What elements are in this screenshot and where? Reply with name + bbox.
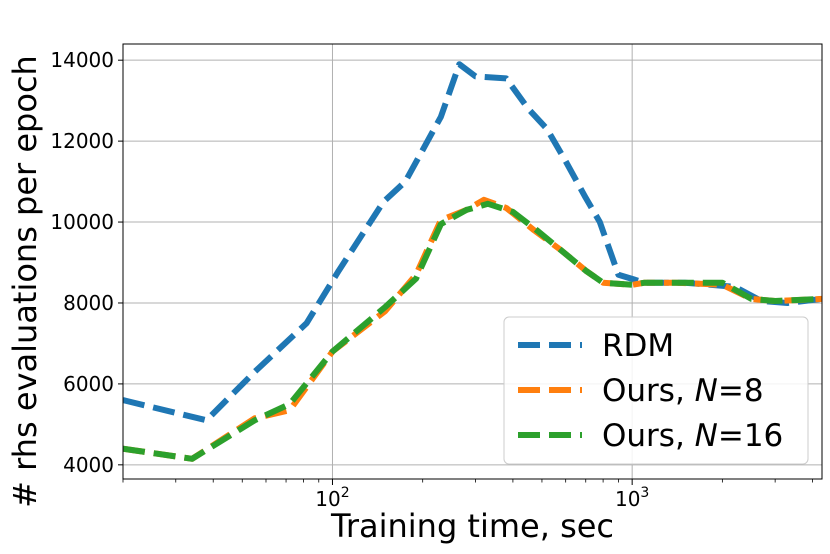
y-tick-label: 6000 [63, 372, 114, 396]
y-axis-label: # rhs evaluations per epoch [6, 55, 44, 508]
series-layer [123, 61, 822, 462]
plot-frame [122, 43, 823, 480]
y-tick-label: 14000 [50, 48, 114, 72]
legend-label-2: Ours, N=8 [602, 373, 764, 409]
y-tick-label: 10000 [50, 210, 114, 234]
series-line-3 [123, 200, 822, 462]
legend: RDM Ours, N=8 Ours, N=16 [503, 316, 809, 465]
legend-box [503, 316, 809, 465]
x-tick-label: 103 [615, 485, 649, 511]
legend-label-3: Ours, N=16 [602, 418, 783, 454]
series-line-1 [123, 61, 822, 424]
tick-layer: 4000 6000 8000 10000 12000 14000 102 103 [50, 48, 813, 511]
y-tick-label: 4000 [63, 453, 114, 477]
x-tick-label: 102 [315, 485, 349, 511]
legend-label-1: RDM [602, 328, 674, 364]
y-tick-label: 8000 [63, 291, 114, 315]
y-tick-label: 12000 [50, 129, 114, 153]
x-axis-label: Training time, sec [330, 507, 614, 545]
